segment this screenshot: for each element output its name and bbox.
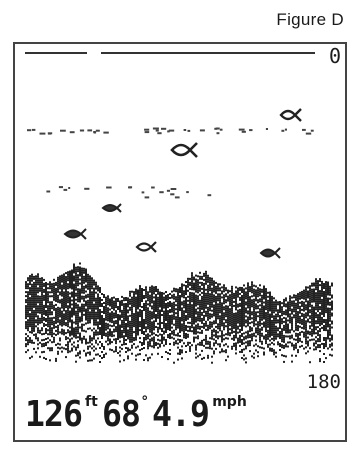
fishfinder-screen: 0 180 126 ft 68 ° 4.9 mph xyxy=(13,42,347,442)
fish-icon xyxy=(135,241,157,253)
temperature-unit: ° xyxy=(141,394,149,410)
range-top-label: 0 xyxy=(328,44,341,68)
thermocline-clutter xyxy=(27,127,314,199)
depth-value: 126 xyxy=(25,394,83,435)
figure-caption: Figure D xyxy=(276,10,344,29)
temperature-value: 68 xyxy=(101,394,141,435)
readout-bar: 126 ft 68 ° 4.9 mph xyxy=(25,394,251,438)
temperature-readout: 68 ° xyxy=(102,394,150,436)
sonar-view xyxy=(25,52,333,364)
speed-value: 4.9 xyxy=(152,394,210,435)
surface-line xyxy=(25,52,315,54)
fish-icon xyxy=(279,108,302,122)
fish-icon xyxy=(259,247,281,259)
speed-readout: 4.9 mph xyxy=(152,394,249,436)
range-bottom-label: 180 xyxy=(306,371,341,393)
speed-unit: mph xyxy=(212,394,247,410)
bottom-contour xyxy=(25,262,333,364)
fish-icon xyxy=(63,228,87,240)
depth-readout: 126 ft xyxy=(25,394,100,436)
depth-unit: ft xyxy=(85,394,98,410)
fish-icon xyxy=(170,142,198,158)
fish-icon xyxy=(101,203,122,213)
